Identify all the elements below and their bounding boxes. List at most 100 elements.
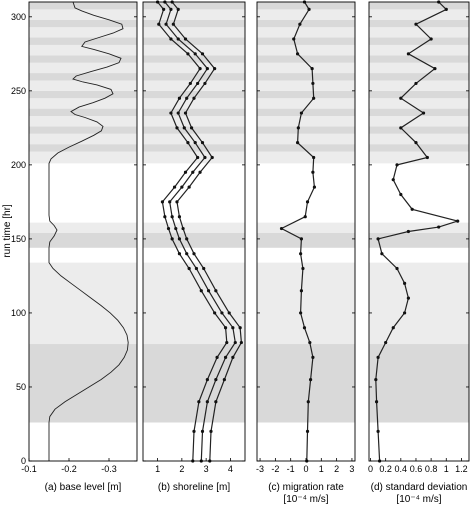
band-c-22 (257, 2, 355, 10)
band-a-3 (29, 232, 137, 248)
data-point-b-0-5 (225, 340, 229, 345)
data-point-c-0-13 (303, 215, 307, 219)
band-a-4 (29, 222, 137, 233)
data-point-c-0-15 (312, 185, 317, 189)
data-point-d-0-13 (406, 229, 410, 234)
data-point-b-0-9 (187, 266, 191, 271)
data-point-d-0-11 (380, 252, 384, 256)
band-c-4 (257, 222, 355, 233)
data-point-b-1-3 (214, 377, 218, 382)
y-tick-label-2: 100 (11, 308, 26, 318)
band-a-14 (29, 73, 137, 81)
band-c-17 (257, 44, 355, 56)
band-d-15 (369, 62, 469, 74)
data-point-b-2-13 (177, 215, 182, 219)
x-tick-label-b-3: 4 (228, 464, 233, 474)
data-point-b-2-5 (239, 340, 243, 345)
band-b-11 (143, 98, 245, 109)
band-c-16 (257, 55, 355, 63)
band-c-15 (257, 62, 355, 74)
data-point-b-2-25 (183, 37, 188, 41)
band-b-9 (143, 116, 245, 127)
data-point-d-0-21 (414, 141, 418, 145)
data-point-c-0-16 (311, 170, 315, 174)
band-c-9 (257, 116, 355, 127)
band-d-2 (369, 247, 469, 263)
data-point-c-0-26 (298, 22, 302, 26)
data-point-c-0-7 (299, 311, 303, 315)
data-point-b-0-4 (215, 355, 219, 359)
data-point-b-2-15 (187, 185, 191, 189)
band-b-13 (143, 80, 245, 91)
data-point-b-2-6 (238, 326, 242, 330)
data-point-b-0-6 (223, 326, 228, 330)
data-point-b-1-27 (169, 7, 173, 12)
data-point-b-2-11 (185, 237, 189, 241)
band-d-14 (369, 73, 469, 81)
data-point-b-0-10 (177, 252, 182, 256)
x-tick-label-c-5: 2 (334, 464, 339, 474)
data-point-b-0-23 (198, 67, 202, 71)
band-d-9 (369, 116, 469, 127)
band-d-20 (369, 19, 469, 28)
data-point-b-1-12 (174, 226, 178, 231)
band-a-15 (29, 62, 137, 74)
data-point-b-0-3 (205, 377, 209, 382)
data-point-b-2-3 (222, 377, 226, 382)
x-tick-label-d-1: 0.2 (379, 464, 392, 474)
band-a-21 (29, 9, 137, 20)
band-b-12 (143, 90, 245, 99)
data-point-b-2-2 (214, 400, 218, 404)
x-axis-label-a: (a) base level [m] (45, 482, 122, 493)
band-a-7 (29, 133, 137, 145)
band-d-3 (369, 232, 469, 248)
x-axis-unit-c: [10⁻⁴ m/s] (283, 494, 328, 505)
data-point-b-2-12 (181, 226, 185, 231)
y-tick-label-5: 250 (11, 86, 26, 96)
band-d-12 (369, 90, 469, 99)
band-d-17 (369, 44, 469, 56)
band-b-10 (143, 108, 245, 117)
y-axis-label: run time [hr] (2, 204, 13, 258)
x-tick-label-c-2: -1 (287, 464, 295, 474)
panel-b: 1 2 3 4 (b) shoreline [m] (142, 0, 246, 493)
band-b-5 (143, 151, 245, 164)
data-point-c-0-9 (301, 266, 305, 271)
band-a-5 (29, 151, 137, 164)
band-b-6 (143, 144, 245, 152)
data-point-d-0-6 (391, 326, 395, 330)
x-tick-label-d-4: 0.8 (425, 464, 438, 474)
data-point-d-0-2 (374, 400, 379, 404)
y-tick-label-6: 300 (11, 12, 26, 22)
band-d-1 (369, 262, 469, 345)
data-point-d-0-18 (391, 178, 395, 182)
data-point-d-0-24 (399, 96, 403, 100)
data-point-d-0-8 (406, 296, 410, 300)
data-point-c-0-21 (312, 96, 316, 100)
band-c-8 (257, 126, 355, 134)
data-point-c-0-23 (310, 67, 314, 71)
data-point-d-0-27 (406, 52, 410, 56)
data-point-b-1-5 (233, 340, 237, 345)
data-point-b-0-27 (162, 7, 166, 12)
y-tick-label-4: 200 (11, 160, 26, 170)
x-tick-label-d-5: 1 (444, 464, 449, 474)
series-line-a-0 (48, 1, 129, 461)
data-point-b-1-19 (182, 126, 186, 130)
data-point-d-0-4 (376, 355, 380, 359)
data-point-c-0-11 (299, 237, 304, 241)
data-point-d-0-15 (456, 219, 460, 223)
data-point-d-0-3 (374, 377, 378, 382)
x-tick-label-d-2: 0.4 (395, 464, 408, 474)
band-c-3 (257, 232, 355, 248)
data-point-b-1-17 (203, 155, 207, 160)
data-point-b-0-25 (169, 37, 173, 41)
band-c-2 (257, 247, 355, 263)
x-tick-label-c-6: 3 (349, 464, 354, 474)
data-point-b-0-15 (172, 185, 177, 189)
data-point-c-0-14 (305, 200, 310, 204)
data-point-d-0-16 (410, 207, 414, 211)
data-point-b-1-21 (185, 96, 189, 100)
data-point-b-0-2 (197, 400, 201, 404)
plot-frame-a (28, 1, 138, 462)
